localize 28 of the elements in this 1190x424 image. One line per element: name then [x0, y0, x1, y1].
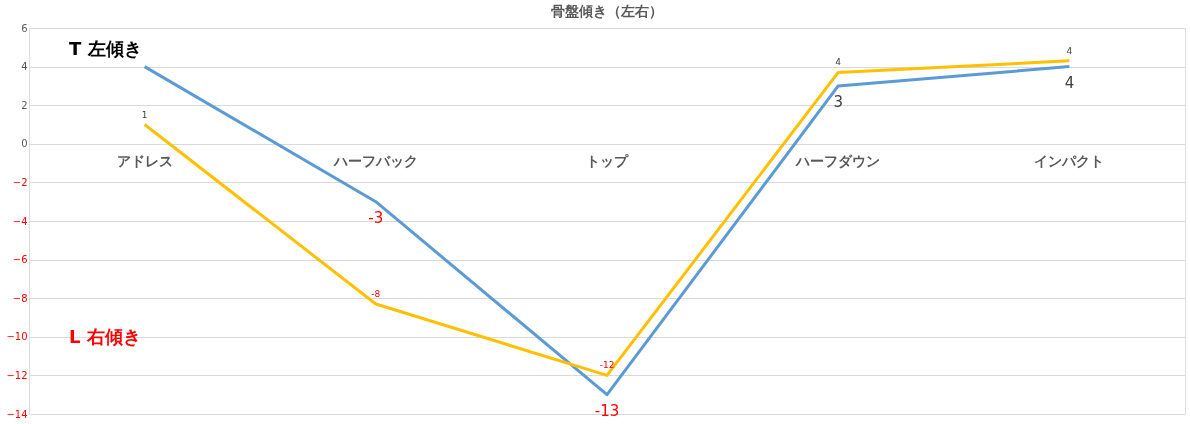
- data-label: -3: [368, 208, 384, 227]
- y-tick-label: −8: [12, 292, 28, 304]
- y-tick-label: −6: [12, 254, 28, 266]
- y-tick-label: 4: [21, 61, 28, 73]
- data-label: -8: [371, 288, 381, 299]
- x-tick-label: ハーフダウン: [795, 152, 881, 169]
- y-tick-label: −14: [6, 408, 28, 420]
- data-label: 1: [141, 109, 148, 120]
- data-label: 3: [833, 92, 843, 111]
- x-tick-label: ハーフバック: [332, 152, 418, 169]
- x-tick-label: アドレス: [116, 152, 173, 169]
- y-tick-label: 0: [21, 138, 28, 150]
- data-label: -12: [599, 360, 615, 371]
- y-tick-label: 2: [21, 99, 28, 111]
- y-tick-label: −2: [12, 176, 28, 188]
- y-tick-label: −4: [12, 215, 28, 227]
- x-tick-label: トップ: [586, 152, 629, 169]
- annotation: T 左傾き: [69, 38, 142, 59]
- y-tick-label: 6: [21, 22, 28, 34]
- data-label: 4: [835, 57, 842, 68]
- annotation: L 右傾き: [69, 326, 141, 347]
- x-tick-label: インパクト: [1034, 152, 1105, 169]
- data-label: 4: [1066, 45, 1073, 56]
- chart-title: 骨盤傾き（左右）: [551, 3, 663, 19]
- y-tick-label: −12: [6, 369, 28, 381]
- data-label: 4: [1064, 73, 1075, 92]
- data-label: -13: [594, 401, 620, 420]
- y-tick-label: −10: [6, 331, 28, 343]
